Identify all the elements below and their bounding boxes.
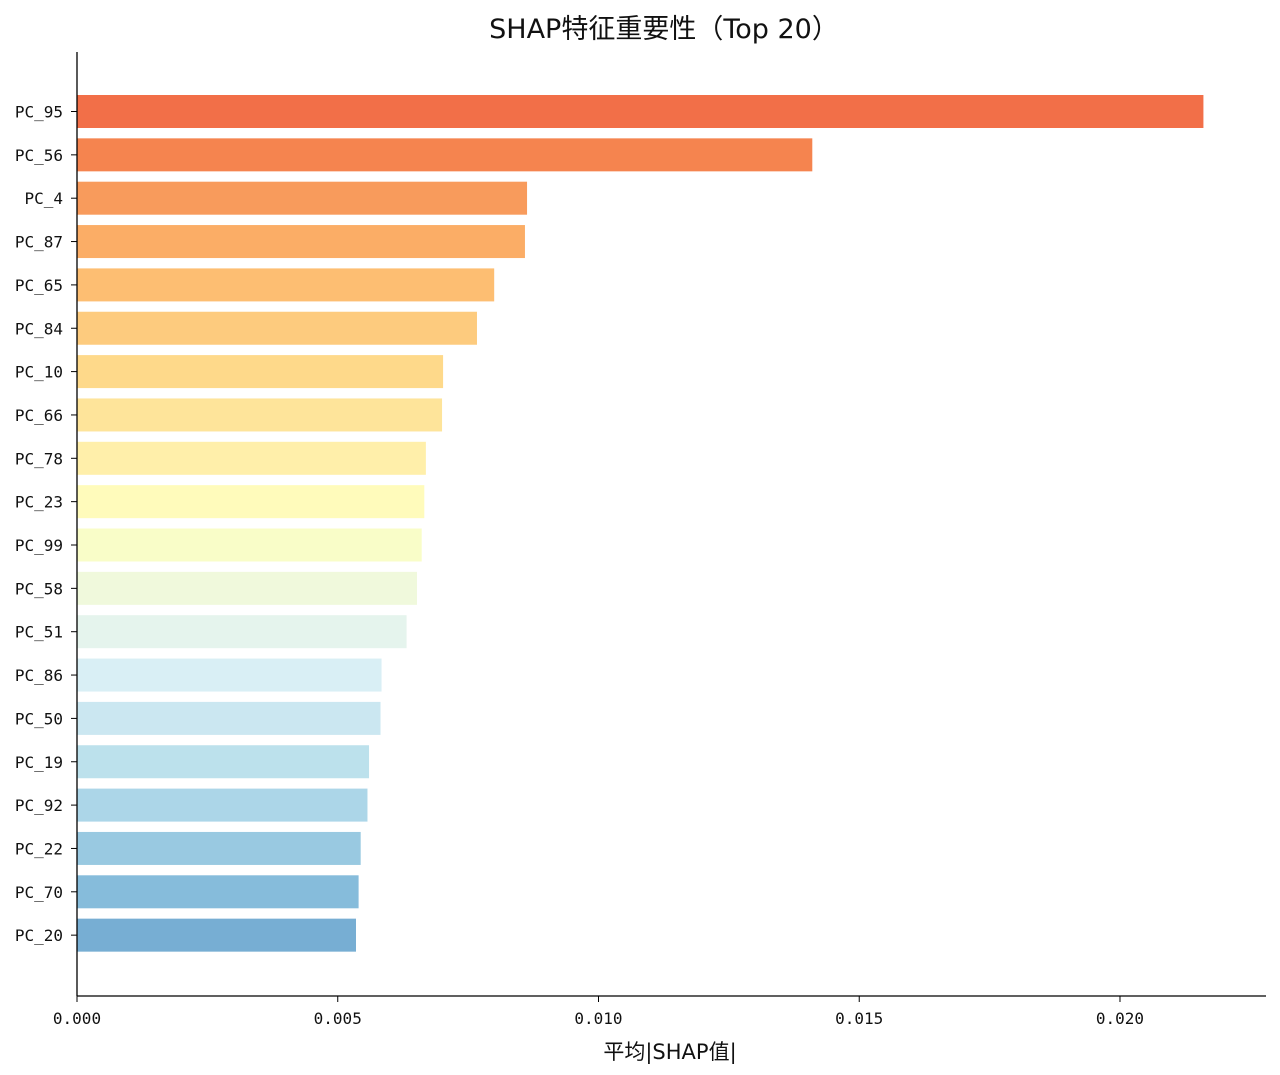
chart-title: SHAP特征重要性（Top 20） xyxy=(489,14,839,45)
bar-pc-23 xyxy=(77,485,425,519)
y-tick-label: PC_86 xyxy=(15,666,63,685)
bar-pc-78 xyxy=(77,441,426,475)
y-tick-label: PC_50 xyxy=(15,709,63,728)
y-tick-label: PC_56 xyxy=(15,146,63,165)
bar-pc-95 xyxy=(77,95,1204,128)
x-tick-label: 0.015 xyxy=(835,1009,883,1028)
bar-pc-58 xyxy=(77,571,418,605)
y-tick-label: PC_20 xyxy=(15,926,63,945)
bar-pc-50 xyxy=(77,701,381,735)
x-tick-label: 0.020 xyxy=(1096,1009,1144,1028)
y-axis-ticks: PC_95 PC_56 PC_4 PC_87 PC_65 PC_84 PC_10 PC_66 P… xyxy=(15,103,77,945)
y-tick-label: PC_70 xyxy=(15,883,63,902)
x-axis-ticks: 0.000 0.005 0.010 0.015 0.020 xyxy=(53,996,1144,1028)
bar-pc-19 xyxy=(77,745,370,779)
y-tick-label: PC_19 xyxy=(15,753,63,772)
bar-pc-65 xyxy=(77,268,495,302)
bar-pc-86 xyxy=(77,658,382,692)
y-tick-label: PC_78 xyxy=(15,449,63,468)
bar-pc-99 xyxy=(77,528,422,562)
y-tick-label: PC_4 xyxy=(24,189,63,208)
x-tick-label: 0.010 xyxy=(574,1009,622,1028)
bar-pc-10 xyxy=(77,355,444,389)
y-tick-label: PC_51 xyxy=(15,623,63,642)
bar-pc-87 xyxy=(77,225,525,259)
bar-pc-70 xyxy=(77,875,359,909)
y-tick-label: PC_92 xyxy=(15,796,63,815)
bar-pc-92 xyxy=(77,788,368,822)
y-tick-label: PC_10 xyxy=(15,363,63,382)
bar-pc-20 xyxy=(77,918,356,952)
y-tick-label: PC_95 xyxy=(15,103,63,122)
bar-pc-4 xyxy=(77,181,528,215)
y-tick-label: PC_58 xyxy=(15,579,63,598)
x-axis-label: 平均|SHAP值| xyxy=(603,1040,736,1065)
bar-pc-56 xyxy=(77,138,813,172)
x-tick-label: 0.005 xyxy=(314,1009,362,1028)
y-tick-label: PC_23 xyxy=(15,493,63,512)
y-tick-label: PC_65 xyxy=(15,276,63,295)
bar-pc-22 xyxy=(77,831,361,865)
bars-group xyxy=(77,95,1204,952)
x-tick-label: 0.000 xyxy=(53,1009,101,1028)
y-tick-label: PC_22 xyxy=(15,839,63,858)
y-tick-label: PC_66 xyxy=(15,406,63,425)
y-tick-label: PC_99 xyxy=(15,536,63,555)
bar-pc-84 xyxy=(77,311,477,345)
y-tick-label: PC_87 xyxy=(15,233,63,252)
bar-pc-66 xyxy=(77,398,443,432)
bar-pc-51 xyxy=(77,615,407,649)
y-tick-label: PC_84 xyxy=(15,319,63,338)
